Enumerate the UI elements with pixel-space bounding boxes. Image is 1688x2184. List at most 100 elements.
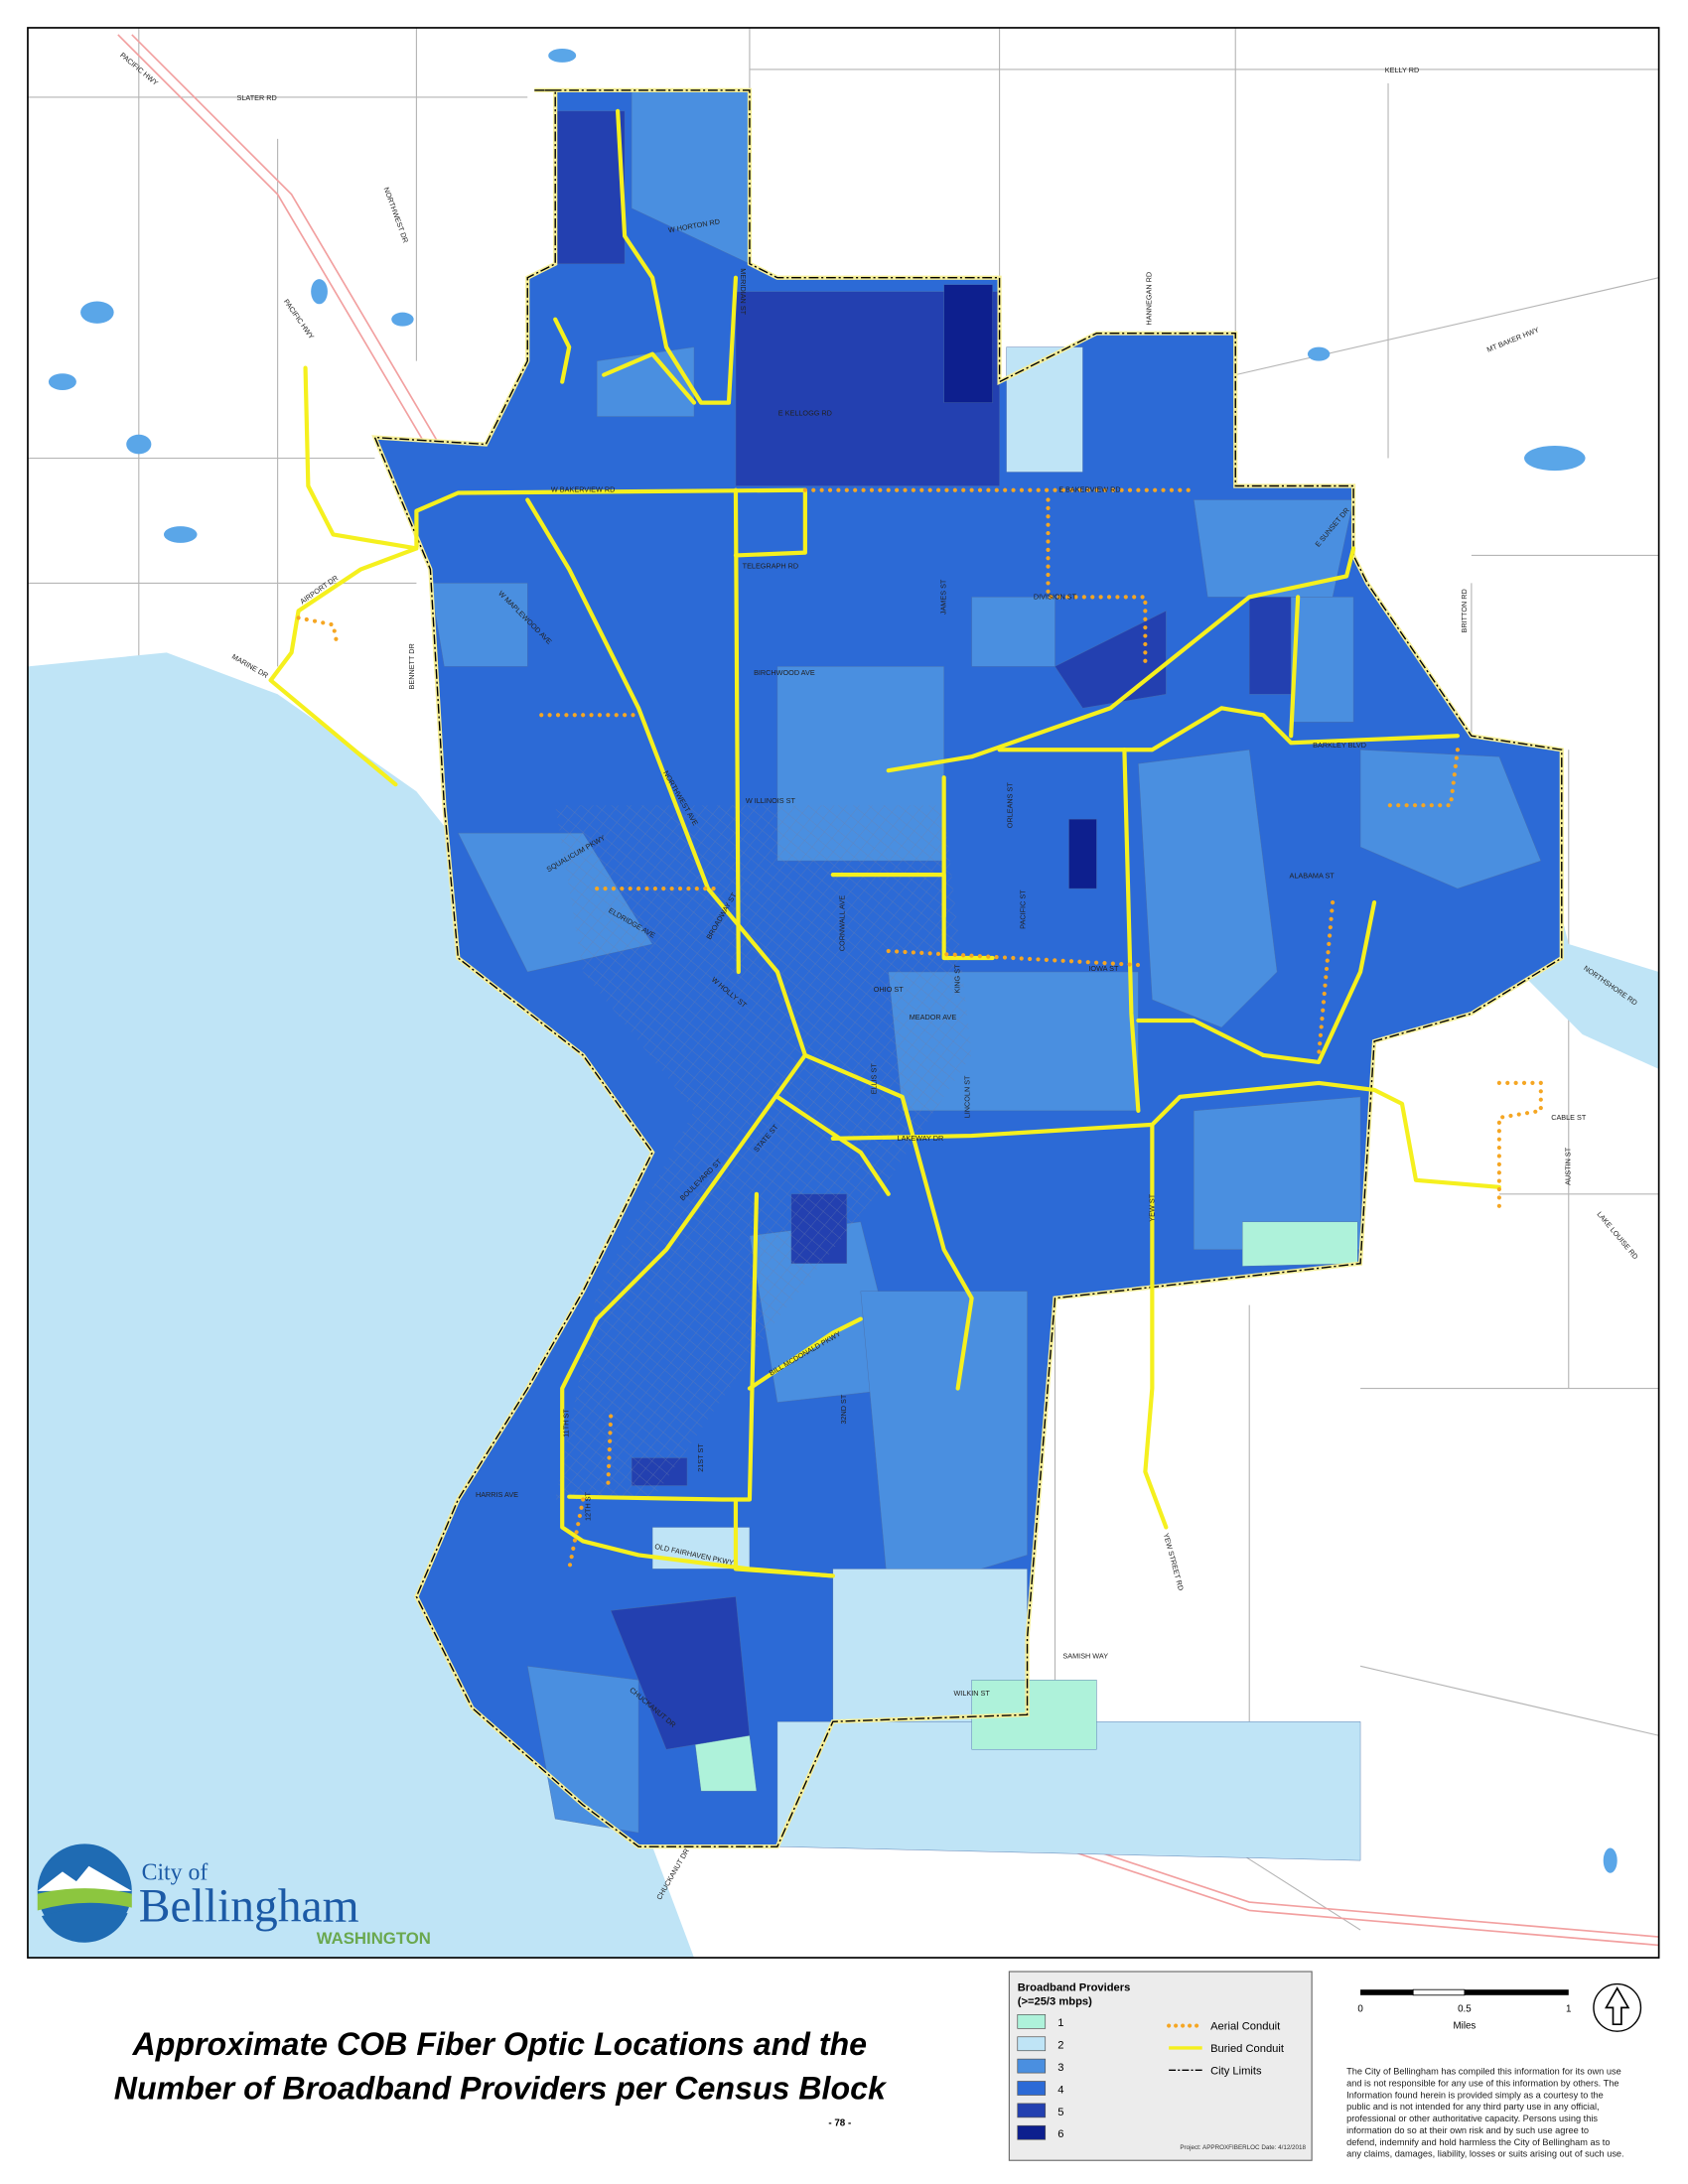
city-logo: City of Bellingham WASHINGTON [37, 1843, 431, 1948]
legend-line-label: City Limits [1210, 2066, 1262, 2078]
city-limits-halo [371, 87, 1564, 1849]
scale-segment [1360, 1989, 1414, 1995]
street-label: 11TH ST [561, 1409, 570, 1437]
buried-conduit [1289, 595, 1301, 739]
logo-line1: City of [142, 1860, 209, 1886]
street-label: BIRCHWOOD AVE [754, 668, 815, 677]
legend-label: 4 [1057, 2084, 1063, 2096]
census-blocks-1 [971, 1680, 1097, 1750]
census-blocks-3 [430, 583, 528, 667]
north-arrowhead [1605, 1986, 1630, 2025]
buried-conduit [733, 1497, 835, 1578]
census-blocks-3 [526, 1666, 639, 1834]
legend-swatch [1017, 2036, 1047, 2052]
legend-swatch [1017, 2014, 1047, 2029]
legend: Broadband Providers (>=25/3 mbps) Projec… [1008, 1971, 1313, 2161]
legend-swatch [1017, 2124, 1047, 2140]
bay-water [27, 652, 695, 1959]
street-label: HARRIS AVE [476, 1490, 518, 1499]
street-label: OHIO ST [874, 985, 904, 994]
legend-title: Broadband Providers [1018, 1982, 1131, 1994]
disclaimer-line: information do so at their own risk and … [1346, 2125, 1589, 2135]
street-label: ORLEANS ST [1006, 782, 1015, 829]
logo-mountain [37, 1865, 132, 1891]
scale-unit: Miles [1454, 2020, 1477, 2031]
street-label: BRITTON RD [1460, 589, 1469, 632]
map-frame [27, 27, 1660, 1959]
census-blocks-2 [1006, 346, 1083, 473]
disclaimer-line: The City of Bellingham has compiled this… [1346, 2067, 1621, 2077]
north-arrow [1593, 1982, 1642, 2032]
street-label: 32ND ST [839, 1394, 848, 1424]
census-blocks-3 [596, 346, 695, 417]
street-label: ALABAMA ST [1290, 871, 1336, 880]
street-label: LINCOLN ST [962, 1075, 971, 1118]
buried-conduit [830, 1080, 1501, 1189]
disclaimer-line: any claims, damages, liability, losses o… [1346, 2149, 1624, 2159]
disclaimer-line: Information found herein is provided sim… [1346, 2090, 1604, 2100]
aerial-conduit [1385, 748, 1461, 808]
small-lake [163, 526, 198, 543]
legend-line-label: Aerial Conduit [1210, 2021, 1281, 2033]
census-blocks-3 [971, 597, 1055, 667]
census-blocks-3 [1194, 499, 1354, 598]
aerial-conduit [1317, 899, 1336, 1058]
street-label: MERIDIAN ST [739, 268, 748, 315]
disclaimer-line: professional or other authoritative capa… [1346, 2114, 1598, 2123]
legend-box [1008, 1971, 1313, 2161]
legend-label: 5 [1057, 2107, 1063, 2118]
aerial-conduit [1046, 497, 1148, 669]
project-note: Project: APPROXFIBERLOC Date: 4/12/2018 [1180, 2144, 1306, 2151]
buried-conduit [886, 546, 1356, 773]
street-label: E BAKERVIEW RD [1058, 485, 1120, 494]
small-lake [548, 48, 577, 63]
street-label: YEW ST [1147, 1193, 1156, 1221]
street-label: TELEGRAPH RD [743, 562, 799, 571]
census-blocks-6 [943, 284, 993, 403]
census-blocks-5 [1249, 597, 1299, 695]
minor-road [1235, 277, 1659, 376]
street-label: ELLIS ST [870, 1063, 879, 1095]
buried-conduit [553, 317, 572, 384]
small-lake [48, 373, 76, 391]
scale-tick-label: 1 [1566, 2004, 1571, 2015]
aerial-conduit [296, 615, 340, 648]
buried-conduit [733, 487, 741, 975]
legend-label: 6 [1057, 2128, 1063, 2140]
street-label: W BAKERVIEW RD [551, 485, 615, 494]
street-label: DIVISION ST [1034, 592, 1077, 601]
census-blocks-3 [1290, 597, 1354, 723]
minor-road [1359, 1665, 1659, 1736]
small-lake [1307, 346, 1331, 361]
buried-conduit [997, 706, 1461, 752]
scale-bar: 0 0.5 1 Miles [1357, 1988, 1571, 2031]
buried-conduit [560, 969, 835, 1578]
street-label: HANNEGAN RD [1144, 272, 1153, 326]
buried-conduit [1136, 899, 1377, 1065]
street-label: WILKIN ST [953, 1689, 990, 1698]
buried-conduit [303, 365, 807, 558]
title-line: Number of Broadband Providers per Census… [114, 2071, 888, 2107]
title-line: Approximate COB Fiber Optic Locations an… [132, 2026, 868, 2062]
census-blocks-5 [555, 110, 626, 264]
scale-segment [1412, 1988, 1466, 1996]
street-label: 12TH ST [584, 1491, 593, 1521]
census-blocks-6 [1068, 818, 1097, 889]
street-label: LAKEWAY DR [898, 1134, 944, 1143]
census-blocks-5 [610, 1596, 751, 1750]
street-label: BENNETT DR [407, 643, 416, 689]
street-label: CORNWALL AVE [838, 895, 847, 951]
street-label: AUSTIN ST [1564, 1147, 1573, 1185]
street-label: SAMISH WAY [1062, 1651, 1108, 1660]
census-blocks-1 [1242, 1221, 1358, 1267]
disclaimer-line: and is not responsible for any use of th… [1346, 2078, 1618, 2088]
logo-line3: WASHINGTON [317, 1929, 431, 1948]
small-lake [391, 312, 414, 327]
buried-conduit [616, 108, 739, 405]
downtown-grid [555, 805, 972, 1500]
census-blocks-2 [776, 1721, 1361, 1861]
aerial-conduit [567, 1497, 586, 1571]
street-label: KELLY RD [1385, 66, 1419, 74]
street-label: MEADOR AVE [910, 1013, 957, 1022]
legend-swatch [1017, 2081, 1047, 2096]
